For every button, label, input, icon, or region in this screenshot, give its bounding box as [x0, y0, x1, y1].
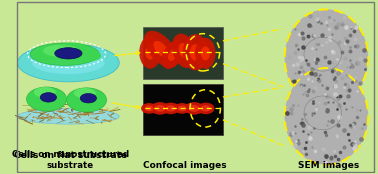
Ellipse shape [40, 93, 57, 102]
Ellipse shape [155, 105, 165, 112]
Ellipse shape [285, 9, 368, 106]
Ellipse shape [201, 105, 211, 112]
Ellipse shape [76, 50, 101, 62]
Ellipse shape [185, 102, 204, 115]
Ellipse shape [139, 36, 161, 69]
Text: Confocal images: Confocal images [143, 161, 226, 170]
Ellipse shape [17, 44, 119, 82]
Ellipse shape [32, 52, 105, 74]
Ellipse shape [190, 44, 201, 60]
Ellipse shape [197, 103, 214, 114]
Ellipse shape [55, 48, 82, 59]
Text: SEM images: SEM images [297, 161, 359, 170]
Ellipse shape [166, 105, 176, 112]
Ellipse shape [67, 88, 107, 112]
Text: Cells on flat substrate: Cells on flat substrate [14, 151, 127, 160]
Text: Cells on nanostructured
substrate: Cells on nanostructured substrate [12, 151, 129, 170]
Ellipse shape [144, 31, 178, 68]
Ellipse shape [30, 43, 99, 65]
Ellipse shape [168, 48, 178, 61]
Ellipse shape [201, 46, 210, 60]
Ellipse shape [162, 40, 184, 69]
Ellipse shape [189, 105, 199, 112]
Ellipse shape [80, 93, 96, 103]
Ellipse shape [153, 41, 169, 57]
Ellipse shape [34, 87, 56, 97]
Ellipse shape [174, 103, 190, 114]
Ellipse shape [162, 103, 180, 114]
Bar [143, 27, 223, 79]
Ellipse shape [178, 43, 189, 58]
Ellipse shape [43, 45, 79, 57]
Ellipse shape [195, 38, 215, 69]
Ellipse shape [285, 68, 368, 165]
Ellipse shape [183, 34, 208, 70]
Bar [143, 84, 223, 135]
Ellipse shape [26, 87, 67, 111]
Ellipse shape [178, 106, 186, 111]
Ellipse shape [17, 109, 119, 124]
Ellipse shape [74, 88, 96, 98]
Ellipse shape [145, 106, 153, 111]
Ellipse shape [145, 45, 155, 60]
Ellipse shape [34, 49, 63, 61]
Ellipse shape [141, 103, 157, 114]
Ellipse shape [150, 102, 169, 115]
Ellipse shape [57, 43, 87, 52]
Ellipse shape [172, 34, 196, 68]
